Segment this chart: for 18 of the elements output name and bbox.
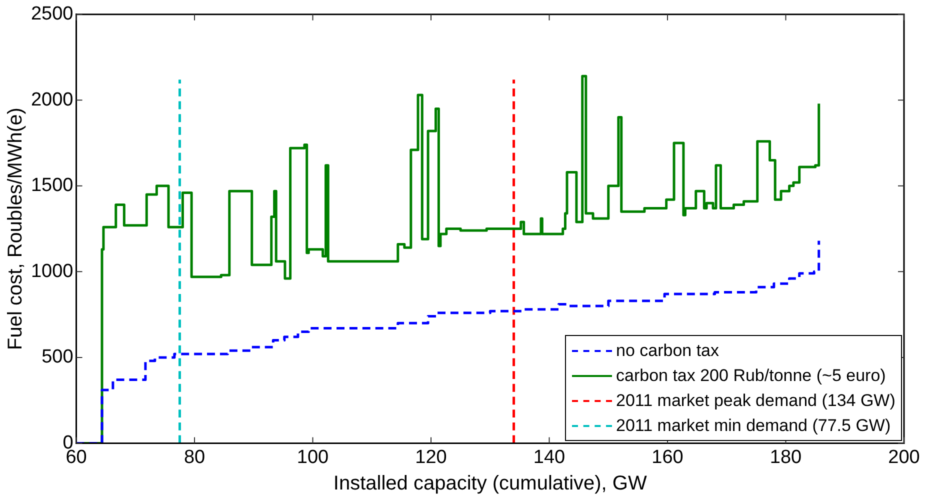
y-tick-label: 2000 (30, 89, 74, 110)
y-tick-label: 1500 (30, 175, 74, 196)
legend-label: 2011 market min demand (77.5 GW) (616, 415, 891, 438)
y-axis-title: Fuel cost, Roubles/MWh(e) (4, 108, 27, 350)
legend-label: carbon tax 200 Rub/tonne (~5 euro) (616, 365, 886, 388)
x-tick-label: 100 (296, 446, 329, 468)
x-tick-label: 120 (415, 446, 447, 468)
y-tick-label: 500 (42, 346, 74, 368)
x-axis-title: Installed capacity (cumulative), GW (333, 472, 647, 495)
x-tick-label: 180 (770, 446, 802, 468)
x-tick-label: 140 (533, 446, 566, 468)
x-tick-label: 200 (888, 446, 920, 468)
x-tick-label: 80 (184, 446, 206, 468)
legend-label: 2011 market peak demand (134 GW) (616, 390, 896, 412)
y-tick-label: 2500 (30, 4, 74, 25)
x-tick-label: 160 (652, 446, 684, 468)
y-tick-label: 1000 (30, 260, 74, 282)
legend-label: no carbon tax (616, 340, 720, 362)
